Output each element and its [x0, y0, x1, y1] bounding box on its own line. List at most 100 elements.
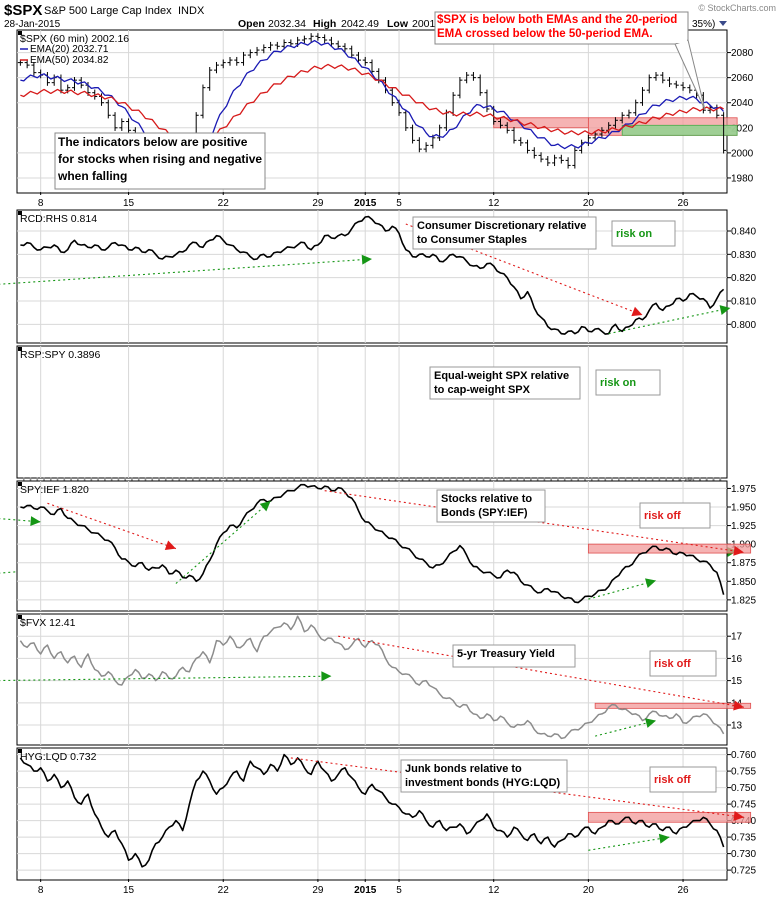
annotation-holder: risk off [654, 774, 691, 786]
y-tick-label: 1.825 [731, 595, 756, 606]
panel-spx: 1980 2000 2020 2040 2060 2080 $SPX (60 min) 20… [16, 29, 754, 194]
header-date: 28-Jan-2015 [4, 19, 61, 30]
y-tick-label: 0.810 [731, 297, 756, 308]
y-tick-label: 0.840 [731, 227, 756, 238]
legend-label: EMA(50) 2034.82 [30, 55, 109, 66]
signal-label: risk off [654, 774, 691, 786]
y-tick-label: 2000 [731, 148, 754, 159]
annotation-holder: Equal-weight SPX relative to cap-weight … [434, 370, 570, 396]
annotation-box [452, 644, 576, 668]
y-tick-label: 15 [731, 676, 743, 687]
panel-frame [16, 209, 728, 344]
annotation-text: Consumer Discretionary relative to Consu… [417, 220, 587, 246]
y-tick-label: 2040 [731, 98, 754, 109]
signal-label: risk off [644, 510, 681, 522]
header-credit: © StockCharts.com [698, 3, 776, 13]
x-tick-label: 5 [396, 198, 402, 209]
legend-label: EMA(20) 2032.71 [30, 44, 109, 55]
panel-rcd: 0.800 0.810 0.820 0.830 0.840 RCD:RHS 0.814 Co… [0, 209, 756, 344]
ratio-line [19, 753, 725, 868]
header-exchange: INDX [178, 5, 205, 17]
x-axis-top: 8 15 22 29 2015 5 12 20 26 [38, 192, 689, 209]
ema20-line [20, 39, 725, 177]
annotation-text: Junk bonds relative to investment bonds … [405, 763, 561, 789]
trend-line [0, 675, 332, 682]
panel-fvx: 1314151617$FVX 12.415-yr Treasury Yieldr… [0, 613, 752, 746]
annotation-text: Equal-weight SPX relative to cap-weight … [434, 370, 570, 396]
annotation-holder: Junk bonds relative to investment bonds … [405, 763, 561, 789]
x-tick-label: 29 [312, 885, 324, 896]
resistance-zone [587, 811, 752, 823]
panel-marker [18, 31, 22, 35]
dropdown-arrow-icon[interactable] [719, 21, 727, 26]
arrow-head-icon [259, 501, 271, 512]
x-tick-label: 8 [38, 198, 44, 209]
y-tick-label: 17 [731, 632, 743, 643]
y-tick-label: 0.745 [731, 800, 756, 811]
y-tick-label: 0.735 [731, 833, 756, 844]
header-symbol: $SPX [4, 2, 42, 19]
panel-title: RSP:SPY 0.3896 [20, 349, 101, 361]
annotation-holder: risk on [616, 228, 653, 240]
trend-line [175, 500, 271, 584]
annotation-holder: risk on [600, 377, 637, 389]
annotation-box [400, 759, 568, 793]
arrow-head-icon [30, 516, 41, 527]
panel-frame [16, 345, 728, 479]
arrow-head-icon [733, 811, 744, 821]
y-tick-label: 1.975 [731, 484, 756, 495]
signal-label-box [649, 650, 717, 677]
arrow-head-icon [733, 545, 744, 556]
arrow-head-icon [361, 254, 372, 265]
x-tick-label: 2015 [354, 198, 377, 209]
annotation-holder: Consumer Discretionary relative to Consu… [417, 220, 587, 246]
ratio-line [20, 215, 725, 335]
panel-marker [18, 615, 22, 619]
header-open-value: 2032.34 [268, 18, 306, 30]
panel-marker [18, 749, 22, 753]
panel-title: $SPX (60 min) 2002.16 [20, 33, 129, 45]
x-tick-label: 5 [396, 885, 402, 896]
trend-line [405, 223, 643, 316]
y-tick-label: 1.875 [731, 558, 756, 569]
panels-layer: 1980 2000 2020 2040 2060 2080 $SPX (60 min) 20… [0, 29, 756, 881]
y-tick-label: 13 [731, 721, 743, 732]
y-tick-label: 0.750 [731, 783, 756, 794]
support-zone [621, 124, 738, 136]
annotation-box [412, 216, 597, 250]
ratio-line [19, 615, 725, 740]
x-tick-label: 22 [218, 885, 230, 896]
header-change: 35%) [692, 19, 715, 30]
ratio-line [20, 483, 725, 604]
arrow-head-icon [645, 578, 656, 589]
header-high-label: High [313, 18, 336, 30]
indicator-note-box [54, 132, 266, 190]
x-axis-bottom: 8 15 22 29 2015 5 12 20 26 [38, 879, 689, 896]
y-tick-label: 0.755 [731, 767, 756, 778]
x-tick-label: 8 [38, 885, 44, 896]
x-tick-label: 20 [583, 198, 595, 209]
y-tick-label: 0.730 [731, 849, 756, 860]
header-high-value: 2042.49 [341, 18, 379, 30]
spx-callout-text: $SPX is below both EMAs and the 20-perio… [437, 14, 678, 40]
x-tick-label: 15 [123, 885, 135, 896]
x-tick-label: 2015 [354, 885, 377, 896]
y-tick-label: 0.800 [731, 320, 756, 331]
signal-label-box [595, 369, 661, 396]
spx-callout-box [434, 11, 706, 111]
y-tick-label: 1.850 [731, 577, 756, 588]
panel-rsp: RSP:SPY 0.3896 Equal-weight SPX relative … [0, 345, 738, 577]
annotation-text: Stocks relative to Bonds (SPY:IEF) [441, 493, 533, 519]
panel-marker [18, 482, 22, 486]
y-tick-label: 0.830 [731, 250, 756, 261]
signal-label: risk on [600, 377, 637, 389]
x-tick-label: 12 [488, 885, 500, 896]
panel-hyg: 0.7250.7300.7350.7400.7450.7500.7550.760… [16, 747, 756, 881]
y-tick-label: 2080 [731, 48, 754, 59]
panel-title: HYG:LQD 0.732 [20, 751, 97, 763]
y-tick-label: 2060 [731, 73, 754, 84]
arrow-head-icon [164, 540, 176, 550]
signal-label: risk on [616, 228, 653, 240]
y-tick-label: 0.760 [731, 750, 756, 761]
